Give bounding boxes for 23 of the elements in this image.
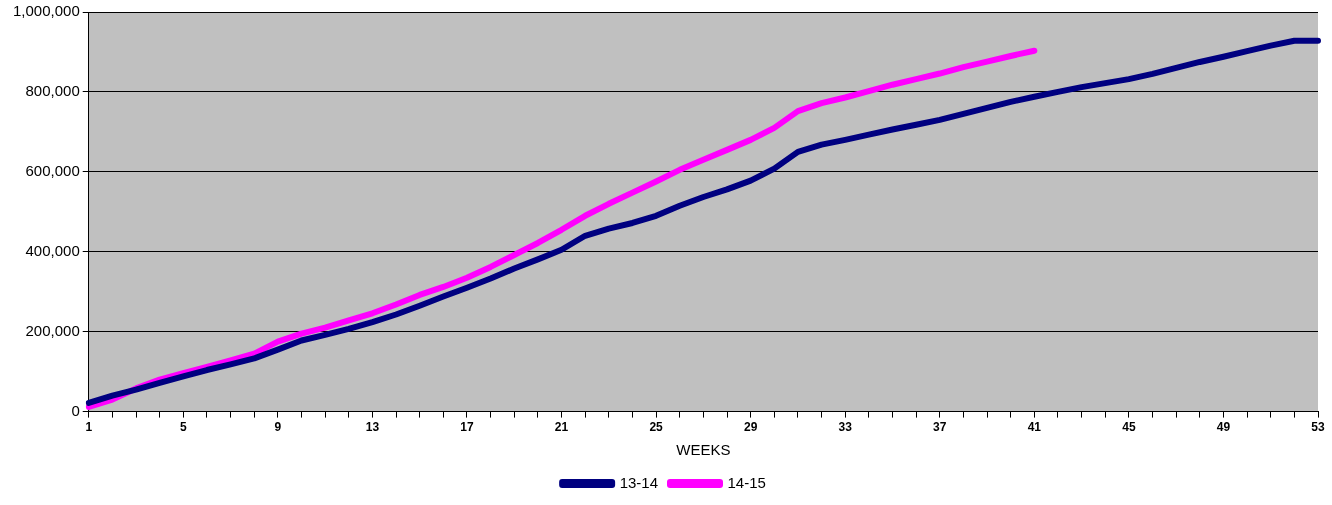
x-tick-label: 41 (1027, 420, 1042, 435)
x-tick-label: 9 (274, 420, 282, 435)
x-tick-label: 33 (838, 420, 853, 435)
y-tick-label: 200,000 (25, 321, 80, 339)
x-axis-title: WEEKS (676, 441, 731, 459)
x-tick-label: 37 (933, 420, 947, 435)
legend-label: 14-15 (727, 473, 766, 491)
x-tick-label: 5 (179, 420, 187, 435)
x-tick-label: 49 (1216, 420, 1231, 435)
x-tick-label: 13 (365, 420, 380, 435)
y-tick-label: 600,000 (25, 161, 80, 179)
x-tick-label: 17 (460, 420, 474, 435)
x-tick-label: 21 (554, 420, 569, 435)
x-tick-label: 1 (85, 420, 93, 435)
x-tick-label: 53 (1311, 420, 1325, 435)
legend-label: 13-14 (619, 473, 659, 491)
x-tick-label: 29 (743, 420, 758, 435)
y-tick-label: 400,000 (25, 241, 80, 259)
y-tick-label: 0 (71, 401, 80, 419)
y-tick-label: 1,000,000 (13, 2, 80, 20)
y-tick-label: 800,000 (25, 82, 80, 100)
x-tick-label: 45 (1122, 420, 1136, 435)
x-tick-label: 25 (649, 420, 664, 435)
